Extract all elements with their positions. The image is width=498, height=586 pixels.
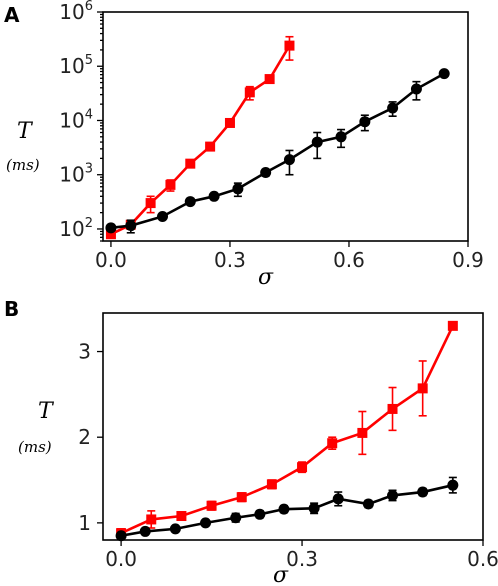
panel-a-xlabel: σ <box>258 265 274 290</box>
data-point-circle <box>438 68 450 80</box>
data-point-circle <box>308 502 320 514</box>
panel-a-xticks: 0.0 0.3 0.6 0.9 <box>95 241 484 272</box>
x-tick-label: 0.6 <box>333 248 365 272</box>
data-point-square <box>146 514 157 525</box>
data-point-square <box>297 462 308 473</box>
panel-b: B T (ms) σ 1 2 3 0.0 0.3 0.6 <box>4 297 498 586</box>
data-point-circle <box>387 489 399 501</box>
data-point-square <box>224 117 235 128</box>
data-point-circle <box>254 508 266 520</box>
series-line <box>110 44 291 236</box>
series-line <box>120 325 455 535</box>
data-point-circle <box>184 196 196 208</box>
series-1 <box>105 68 450 234</box>
panel-b-ylabel-unit: (ms) <box>18 438 52 456</box>
panel-b-frame <box>102 312 484 541</box>
panel-a: A T (ms) σ 102 103 104 105 106 0.0 0.3 0.6 0.9 <box>4 0 484 290</box>
panel-b-label: B <box>4 297 19 321</box>
data-point-circle <box>157 210 169 222</box>
data-point-square <box>244 87 255 98</box>
data-point-square <box>284 40 295 51</box>
y-tick-label: 103 <box>59 162 93 187</box>
data-point-square <box>236 492 247 503</box>
x-tick-label: 0.9 <box>452 248 484 272</box>
data-point-circle <box>311 136 323 148</box>
data-point-circle <box>359 116 371 128</box>
series-1 <box>115 476 459 542</box>
data-point-circle <box>208 190 220 202</box>
data-point-square <box>417 383 428 394</box>
x-tick-label: 0.3 <box>214 248 246 272</box>
panel-b-ylabel: T <box>38 399 55 424</box>
data-point-square <box>357 427 368 438</box>
panel-a-ylabel: T <box>17 119 34 144</box>
data-point-square <box>447 320 458 331</box>
data-point-circle <box>278 503 290 515</box>
data-point-circle <box>417 486 429 498</box>
y-tick-label: 2 <box>78 425 91 449</box>
data-point-circle <box>332 493 344 505</box>
data-point-circle <box>200 517 212 529</box>
panel-b-xlabel: σ <box>273 563 289 586</box>
data-point-square <box>266 479 277 490</box>
series-line <box>110 72 445 230</box>
data-point-square <box>105 229 116 240</box>
y-tick-label: 3 <box>78 340 91 364</box>
y-tick-label: 106 <box>59 0 93 24</box>
data-point-circle <box>362 498 374 510</box>
data-point-square <box>327 438 338 449</box>
panel-a-frame <box>102 11 469 242</box>
x-tick-label: 0.6 <box>467 547 498 571</box>
data-point-circle <box>169 523 181 535</box>
x-tick-label: 0.3 <box>286 547 318 571</box>
y-tick-label: 105 <box>59 53 93 78</box>
panel-a-yticks: 102 103 104 105 106 <box>59 0 103 242</box>
data-point-circle <box>115 530 127 542</box>
x-tick-label: 0.0 <box>105 547 137 571</box>
data-point-square <box>205 141 216 152</box>
data-point-square <box>145 198 156 209</box>
panel-a-label: A <box>4 3 20 27</box>
data-point-circle <box>125 220 137 232</box>
data-point-circle <box>105 222 117 234</box>
y-tick-label: 102 <box>59 216 93 241</box>
data-point-circle <box>283 154 295 166</box>
panel-b-yticks: 1 2 3 <box>78 340 103 535</box>
x-tick-label: 0.0 <box>95 248 127 272</box>
data-point-circle <box>410 83 422 95</box>
data-point-square <box>264 74 275 85</box>
series-0 <box>105 35 295 240</box>
data-point-square <box>185 158 196 169</box>
data-point-circle <box>139 525 151 537</box>
y-tick-label: 1 <box>78 511 91 535</box>
panel-a-series <box>105 35 450 240</box>
data-point-circle <box>387 102 399 114</box>
data-point-square <box>387 403 398 414</box>
data-point-square <box>206 500 217 511</box>
data-point-square <box>165 179 176 190</box>
data-point-circle <box>232 183 244 195</box>
data-point-circle <box>335 131 347 143</box>
data-point-circle <box>230 512 242 524</box>
panel-a-ylabel-unit: (ms) <box>6 156 40 174</box>
y-tick-label: 104 <box>59 107 93 132</box>
data-point-circle <box>260 166 272 178</box>
data-point-square <box>176 511 187 522</box>
data-point-circle <box>447 479 459 491</box>
panel-b-series <box>115 320 459 542</box>
panel-b-xticks: 0.0 0.3 0.6 <box>105 540 498 571</box>
